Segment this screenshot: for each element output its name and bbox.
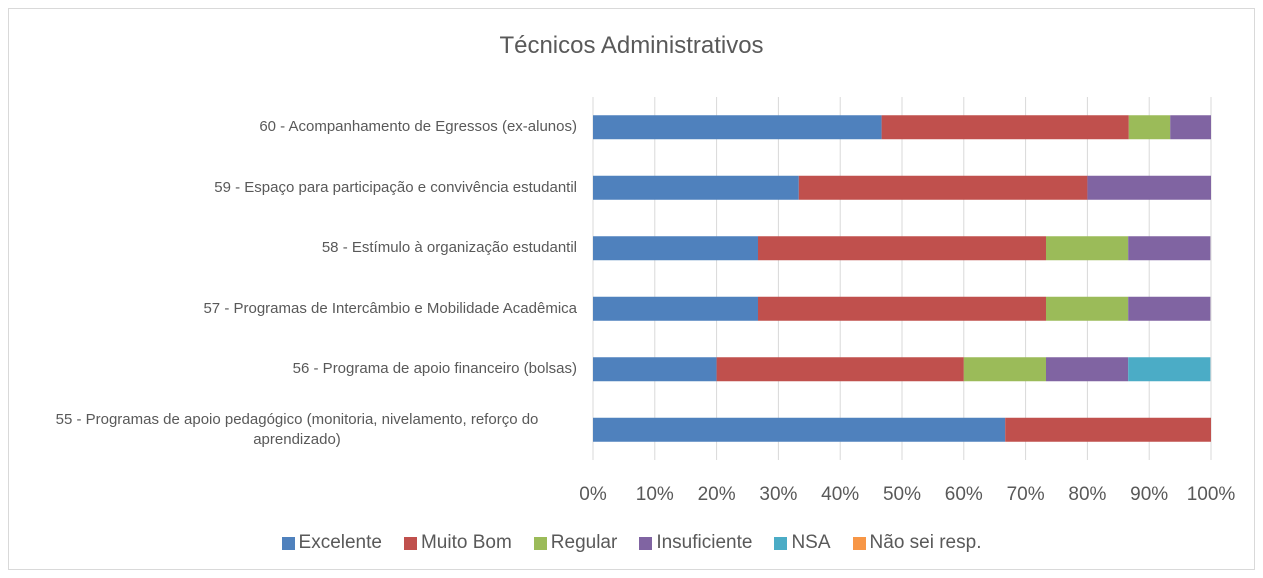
x-tick-label: 10%: [635, 484, 674, 505]
category-label: 55 - Programas de apoio pedagógico (moni…: [55, 410, 539, 448]
x-tick-label: 70%: [1006, 484, 1045, 505]
bar-segment: [758, 236, 1046, 261]
bar-segment: [1087, 175, 1211, 200]
bar-segment: [1045, 357, 1129, 382]
legend-swatch: [281, 536, 295, 550]
legend-item: Regular: [533, 532, 618, 554]
legend-label: Não sei resp.: [869, 532, 982, 553]
x-tick-label: 60%: [944, 484, 983, 505]
chart-border: [8, 8, 1255, 570]
legend-item: Muito Bom: [403, 532, 512, 554]
category-label-box: 60 - Acompanhamento de Egressos (ex-alun…: [17, 97, 577, 157]
x-tick-label: 0%: [579, 484, 607, 505]
category-label-box: 57 - Programas de Intercâmbio e Mobilida…: [17, 279, 577, 339]
legend-swatch: [533, 536, 547, 550]
bar-segment: [1045, 296, 1129, 321]
category-label: 60 - Acompanhamento de Egressos (ex-alun…: [259, 118, 577, 136]
x-tick-label: 50%: [882, 484, 922, 505]
bar-segment: [963, 357, 1046, 382]
bar-segment: [798, 175, 1088, 200]
legend-label: Regular: [550, 532, 618, 553]
bar-segment: [593, 115, 882, 140]
legend-swatch: [403, 536, 417, 550]
bar-segment: [1128, 236, 1211, 261]
bar-segment: [716, 357, 964, 382]
x-tick-label: 90%: [1130, 484, 1169, 505]
bar-segment: [1128, 296, 1211, 321]
legend-item: Insuficiente: [639, 532, 752, 554]
x-tick-label: 100%: [1186, 484, 1236, 505]
bar-segment: [1005, 417, 1211, 442]
bar-segment: [593, 236, 759, 261]
legend-label: Muito Bom: [420, 532, 512, 553]
category-label: 59 - Espaço para participação e convivên…: [214, 178, 577, 196]
bar-segment: [1045, 236, 1129, 261]
x-tick-label: 80%: [1068, 484, 1107, 505]
category-label-box: 58 - Estímulo à organização estudantil: [17, 218, 577, 278]
legend-swatch: [852, 536, 866, 550]
bar-segment: [593, 175, 799, 200]
x-tick-label: 40%: [821, 484, 860, 505]
legend: Excelente Muito Bom Regular Insuficiente NSA…: [0, 532, 1263, 554]
bar-segment: [1128, 115, 1171, 140]
bar-segment: [593, 296, 759, 321]
category-label-box: 59 - Espaço para participação e convivên…: [17, 158, 577, 218]
legend-label: Excelente: [298, 532, 382, 553]
bar-segment: [1128, 357, 1211, 382]
legend-label: Insuficiente: [656, 532, 753, 553]
category-label-box: 56 - Programa de apoio financeiro (bolsa…: [17, 339, 577, 399]
legend-swatch: [639, 536, 653, 550]
bar-segment: [1170, 115, 1211, 140]
legend-item: Não sei resp.: [852, 532, 982, 554]
category-label: 57 - Programas de Intercâmbio e Mobilida…: [203, 299, 577, 317]
category-label: 56 - Programa de apoio financeiro (bolsa…: [292, 360, 577, 378]
legend-label: NSA: [791, 532, 831, 553]
category-label: 58 - Estímulo à organização estudantil: [321, 239, 577, 257]
legend-item: NSA: [774, 532, 831, 554]
legend-swatch: [774, 536, 788, 550]
bar-segment: [593, 357, 717, 382]
bar-segment: [593, 417, 1006, 442]
category-label-box: 55 - Programas de apoio pedagógico (moni…: [17, 400, 577, 460]
chart-title: Técnicos Administrativos: [499, 32, 764, 59]
bar-segment: [758, 296, 1046, 321]
x-tick-label: 20%: [697, 484, 736, 505]
bar-segment: [881, 115, 1129, 140]
x-tick-label: 30%: [759, 484, 798, 505]
legend-item: Excelente: [281, 532, 382, 554]
